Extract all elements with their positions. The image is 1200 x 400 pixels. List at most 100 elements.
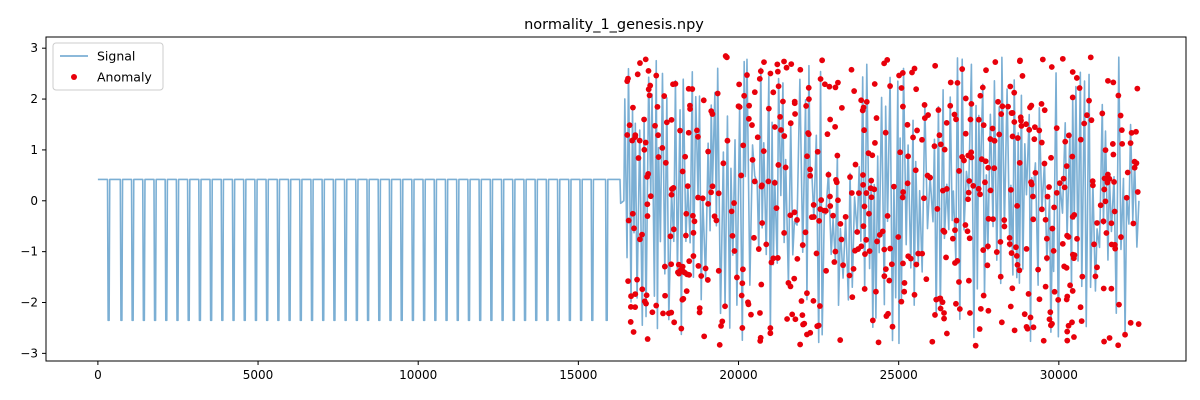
anomaly-point	[967, 116, 974, 123]
anomaly-point	[861, 127, 867, 134]
anomaly-point	[899, 194, 906, 201]
anomaly-point	[1019, 73, 1026, 79]
anomaly-point	[739, 325, 746, 331]
anomaly-point	[629, 210, 636, 217]
anomaly-point	[683, 210, 690, 217]
anomaly-point	[891, 183, 897, 190]
anomaly-point	[924, 172, 931, 179]
anomaly-point	[705, 148, 712, 155]
anomaly-point	[1042, 216, 1049, 223]
anomaly-point	[655, 132, 661, 139]
anomaly-point	[759, 220, 766, 226]
anomaly-point	[819, 57, 826, 64]
anomaly-point	[831, 259, 838, 265]
anomaly-point	[935, 107, 942, 113]
anomaly-point	[817, 206, 824, 213]
anomaly-point	[639, 286, 646, 293]
anomaly-point	[771, 124, 778, 130]
anomaly-point	[685, 85, 692, 92]
anomaly-point	[929, 338, 936, 345]
anomaly-point	[855, 190, 862, 196]
anomaly-point	[898, 85, 905, 91]
anomaly-point	[778, 127, 784, 133]
anomaly-point	[630, 104, 636, 111]
anomaly-point	[634, 71, 641, 78]
anomaly-point	[757, 310, 763, 316]
anomaly-point	[1063, 163, 1070, 170]
anomaly-point	[827, 193, 833, 200]
anomaly-point	[691, 218, 698, 225]
anomaly-point	[814, 148, 821, 155]
anomaly-point	[1117, 112, 1124, 119]
anomaly-point	[709, 183, 716, 190]
anomaly-point	[985, 307, 992, 314]
anomaly-point	[824, 131, 831, 138]
anomaly-point	[777, 113, 783, 120]
anomaly-point	[941, 315, 947, 322]
anomaly-point	[1073, 75, 1080, 81]
anomaly-point	[740, 142, 747, 149]
anomaly-point	[997, 238, 1004, 245]
anomaly-point	[791, 98, 798, 105]
anomaly-point	[873, 288, 879, 295]
anomaly-point	[797, 66, 804, 73]
anomaly-point	[1115, 92, 1122, 99]
anomaly-point	[821, 81, 828, 88]
anomaly-point	[847, 174, 853, 180]
anomaly-point	[1109, 141, 1116, 147]
anomaly-point	[1016, 267, 1023, 274]
anomaly-point	[783, 64, 790, 71]
anomaly-point	[953, 217, 960, 224]
anomaly-point	[980, 292, 987, 299]
anomaly-point	[1051, 204, 1057, 211]
anomaly-point	[1067, 282, 1073, 289]
anomaly-point	[1028, 179, 1034, 186]
anomaly-point	[1046, 316, 1053, 323]
anomaly-point	[1111, 178, 1117, 185]
anomaly-point	[716, 341, 723, 348]
anomaly-point	[1040, 337, 1047, 344]
anomaly-point	[686, 258, 693, 265]
anomaly-point	[953, 116, 959, 123]
anomaly-point	[816, 217, 822, 224]
anomaly-point	[758, 281, 765, 288]
anomaly-point	[863, 190, 870, 196]
anomaly-point	[1025, 291, 1032, 297]
anomaly-point	[876, 231, 883, 238]
anomaly-point	[827, 203, 834, 209]
anomaly-point	[959, 66, 966, 72]
x-tick-label: 20000	[719, 368, 757, 382]
anomaly-point	[722, 303, 728, 310]
anomaly-point	[1122, 331, 1128, 338]
x-tick-label: 25000	[880, 368, 918, 382]
anomaly-point	[1069, 153, 1076, 160]
anomaly-point	[678, 325, 685, 332]
anomaly-point	[804, 290, 810, 297]
anomaly-point	[660, 310, 666, 317]
anomaly-point	[682, 232, 689, 239]
anomaly-point	[813, 250, 820, 257]
anomaly-point	[840, 262, 846, 269]
anomaly-point	[881, 60, 888, 67]
anomaly-point	[919, 250, 926, 257]
anomaly-point	[745, 301, 752, 308]
anomaly-point	[792, 316, 799, 323]
anomaly-point	[985, 215, 992, 222]
anomaly-point	[647, 82, 654, 89]
anomaly-point	[1017, 114, 1024, 121]
anomaly-point	[1044, 193, 1051, 200]
anomaly-point	[641, 298, 648, 305]
anomaly-point	[1018, 123, 1025, 129]
anomaly-point	[682, 153, 689, 160]
anomaly-point	[1065, 132, 1072, 139]
anomaly-point	[1063, 264, 1070, 271]
anomaly-point	[832, 248, 839, 255]
anomaly-point	[914, 127, 920, 134]
anomaly-point	[982, 179, 988, 186]
anomaly-point	[799, 312, 806, 319]
anomaly-point	[1077, 136, 1084, 143]
anomaly-point	[984, 262, 991, 269]
anomaly-point	[774, 68, 781, 75]
anomaly-point	[1005, 103, 1011, 110]
anomaly-point	[794, 255, 801, 262]
